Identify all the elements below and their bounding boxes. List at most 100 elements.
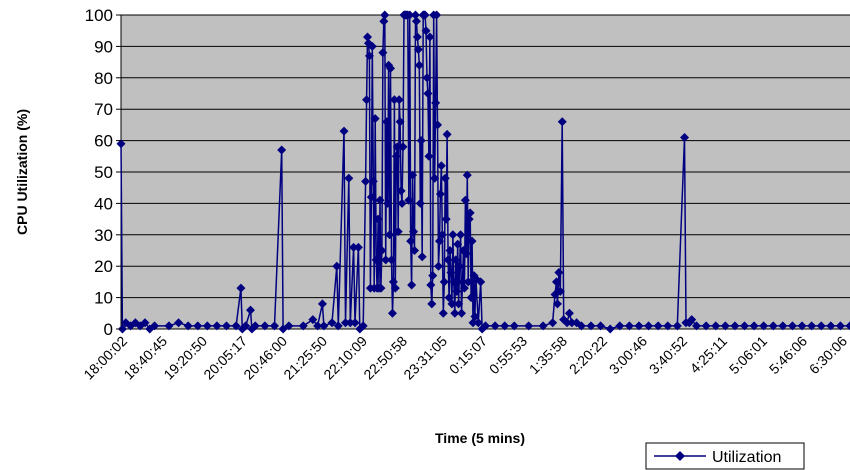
y-tick-label-30: 30 <box>94 226 113 245</box>
data-point-107 <box>420 10 430 20</box>
data-point-138 <box>450 308 460 318</box>
data-point-1 <box>117 324 127 334</box>
data-point-113 <box>426 280 436 290</box>
data-point-170 <box>548 318 558 328</box>
y-tick-label-0: 0 <box>104 320 113 339</box>
data-point-206 <box>778 321 788 331</box>
data-point-118 <box>431 98 441 108</box>
data-point-95 <box>409 227 419 237</box>
data-point-20 <box>245 305 255 315</box>
data-point-93 <box>407 280 417 290</box>
data-point-130 <box>442 129 452 139</box>
data-point-209 <box>807 321 817 331</box>
data-point-167 <box>509 321 519 331</box>
y-axis-title: CPU Utilization (%) <box>14 109 30 235</box>
data-point-142 <box>454 299 464 309</box>
data-point-15 <box>222 321 232 331</box>
data-point-175 <box>555 286 565 296</box>
data-point-0 <box>116 139 126 149</box>
data-point-78 <box>392 142 402 152</box>
data-point-198 <box>701 321 711 331</box>
x-tick-label-12: 2:20:22 <box>566 333 610 377</box>
data-point-123 <box>435 189 445 199</box>
data-point-55 <box>370 114 380 124</box>
data-point-71 <box>386 63 396 73</box>
data-point-90 <box>404 195 414 205</box>
data-point-35 <box>333 321 343 331</box>
data-point-184 <box>596 321 606 331</box>
data-point-103 <box>416 136 426 146</box>
data-point-94 <box>408 170 418 180</box>
data-point-199 <box>711 321 721 331</box>
data-point-22 <box>250 321 260 331</box>
x-tick-label-14: 3:40:52 <box>646 333 690 377</box>
data-point-164 <box>481 321 490 331</box>
data-point-196 <box>687 315 697 325</box>
x-tick-label-11: 1:35:58 <box>526 333 570 377</box>
series-markers <box>116 10 850 334</box>
data-point-117 <box>430 173 440 183</box>
data-point-213 <box>845 321 850 331</box>
data-point-33 <box>327 318 337 328</box>
data-point-25 <box>277 145 287 155</box>
data-point-202 <box>739 321 749 331</box>
data-point-111 <box>424 151 434 161</box>
data-point-11 <box>183 321 193 331</box>
data-point-67 <box>382 117 392 127</box>
data-point-204 <box>759 321 769 331</box>
data-point-34 <box>332 261 342 271</box>
data-point-52 <box>367 41 377 51</box>
data-point-197 <box>692 321 702 331</box>
data-point-58 <box>373 214 383 224</box>
data-point-98 <box>411 16 421 26</box>
y-tick-label-70: 70 <box>94 100 113 119</box>
data-point-29 <box>308 315 318 325</box>
data-point-134 <box>446 267 456 277</box>
data-point-37 <box>340 318 350 328</box>
series-utilization <box>116 10 850 334</box>
data-point-159 <box>470 311 480 321</box>
data-point-27 <box>284 321 294 331</box>
data-point-187 <box>624 321 634 331</box>
data-point-51 <box>366 192 376 202</box>
x-tick-label-18: 6:30:06 <box>806 333 850 377</box>
data-point-65 <box>380 10 390 20</box>
data-point-200 <box>720 321 730 331</box>
data-point-152 <box>463 277 473 287</box>
data-point-141 <box>453 239 463 249</box>
data-point-38 <box>344 173 354 183</box>
data-point-165 <box>490 321 500 331</box>
legend: Utilization <box>645 442 805 470</box>
data-point-154 <box>465 208 475 218</box>
data-point-137 <box>449 277 459 287</box>
data-point-132 <box>444 293 454 303</box>
y-tick-label-80: 80 <box>94 69 113 88</box>
data-point-23 <box>260 321 270 331</box>
data-point-80 <box>394 95 404 105</box>
data-point-36 <box>339 126 349 136</box>
data-point-76 <box>390 283 400 293</box>
data-point-101 <box>414 60 424 70</box>
data-point-66 <box>381 255 391 265</box>
data-point-144 <box>456 230 466 240</box>
data-point-79 <box>393 227 403 237</box>
gridlines <box>120 14 850 330</box>
data-point-208 <box>797 321 807 331</box>
data-point-150 <box>461 249 471 259</box>
data-point-185 <box>605 324 615 334</box>
data-point-156 <box>467 236 477 246</box>
data-point-47 <box>363 32 373 42</box>
y-tick-label-100: 100 <box>85 6 113 25</box>
data-point-121 <box>433 261 443 271</box>
legend-marker-icon <box>675 451 685 461</box>
data-point-120 <box>433 120 443 130</box>
data-point-172 <box>551 277 561 287</box>
data-point-178 <box>562 318 572 328</box>
data-point-145 <box>457 308 467 318</box>
data-point-128 <box>440 173 450 183</box>
data-point-203 <box>749 321 759 331</box>
data-point-188 <box>634 321 644 331</box>
data-point-131 <box>443 255 453 265</box>
data-point-100 <box>413 45 423 55</box>
x-tick-label-15: 4:25:11 <box>687 333 731 377</box>
